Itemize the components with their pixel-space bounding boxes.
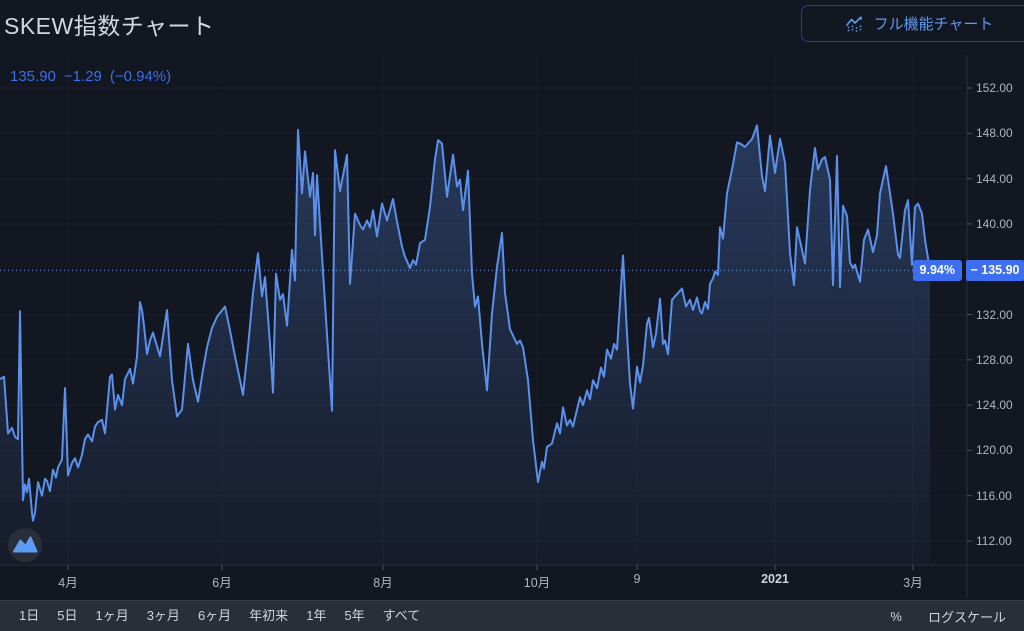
y-axis-label: 120.00	[976, 443, 1013, 458]
full-chart-button-label: フル機能チャート	[873, 16, 994, 33]
log-scale-toggle[interactable]: ログスケール	[927, 609, 1006, 625]
x-axis-label: 4月	[58, 576, 78, 590]
price-chart[interactable]	[0, 0, 1024, 600]
y-axis-label: 140.00	[976, 216, 1013, 231]
series-line	[0, 124, 931, 522]
range-button[interactable]: 1ヶ月	[95, 608, 129, 623]
tradingview-logo[interactable]	[7, 527, 43, 563]
series-area	[0, 125, 930, 566]
last-price: 135.90	[10, 68, 56, 85]
y-axis-label: 112.00	[976, 534, 1012, 548]
y-axis-label: 132.00	[976, 307, 1013, 322]
range-button[interactable]: 5年	[344, 608, 365, 623]
range-button[interactable]: 5日	[57, 608, 78, 623]
y-axis-label: 152.00	[976, 81, 1013, 95]
x-axis-label: 8月	[373, 576, 393, 590]
current-price-badge: − 135.90	[966, 259, 1024, 281]
range-buttons: 1日 5日 1ヶ月 3ヶ月 6ヶ月 年初来 1年 5年 すべて	[10, 605, 429, 627]
price-change: −1.29	[63, 68, 102, 85]
x-axis-label: 10月	[523, 576, 551, 590]
scale-controls: % ログスケール	[890, 607, 1014, 626]
y-axis-label: 148.00	[976, 126, 1013, 141]
percent-scale-toggle[interactable]: %	[890, 608, 902, 624]
quote-line: 135.90 −1.29 (−0.94%)	[10, 68, 171, 85]
x-axis-label: 6月	[212, 576, 232, 590]
chart-line-bars-icon	[845, 15, 862, 32]
y-axis-label: 116.00	[976, 488, 1012, 503]
range-button[interactable]: 3ヶ月	[146, 608, 180, 623]
range-toolbar: 1日 5日 1ヶ月 3ヶ月 6ヶ月 年初来 1年 5年 すべて % ログスケール	[0, 600, 1024, 631]
y-axis-label: 144.00	[976, 171, 1013, 186]
page-title: SKEW指数チャート	[4, 13, 215, 39]
y-axis-label: 124.00	[976, 398, 1013, 413]
range-button[interactable]: 1日	[19, 608, 40, 623]
full-chart-button[interactable]: フル機能チャート	[801, 5, 1024, 42]
range-button[interactable]: 6ヶ月	[197, 608, 232, 623]
range-button[interactable]: すべて	[382, 608, 421, 623]
x-axis-label: 9	[633, 572, 641, 586]
range-button[interactable]: 1年	[306, 608, 327, 623]
price-change-percent: (−0.94%)	[109, 68, 172, 85]
range-button[interactable]: 年初来	[249, 608, 289, 623]
x-axis-label: 2021	[761, 572, 789, 586]
y-axis-label: 128.00	[976, 352, 1013, 367]
x-axis-label: 3月	[903, 576, 923, 590]
period-change-badge: 9.94%	[912, 259, 962, 281]
